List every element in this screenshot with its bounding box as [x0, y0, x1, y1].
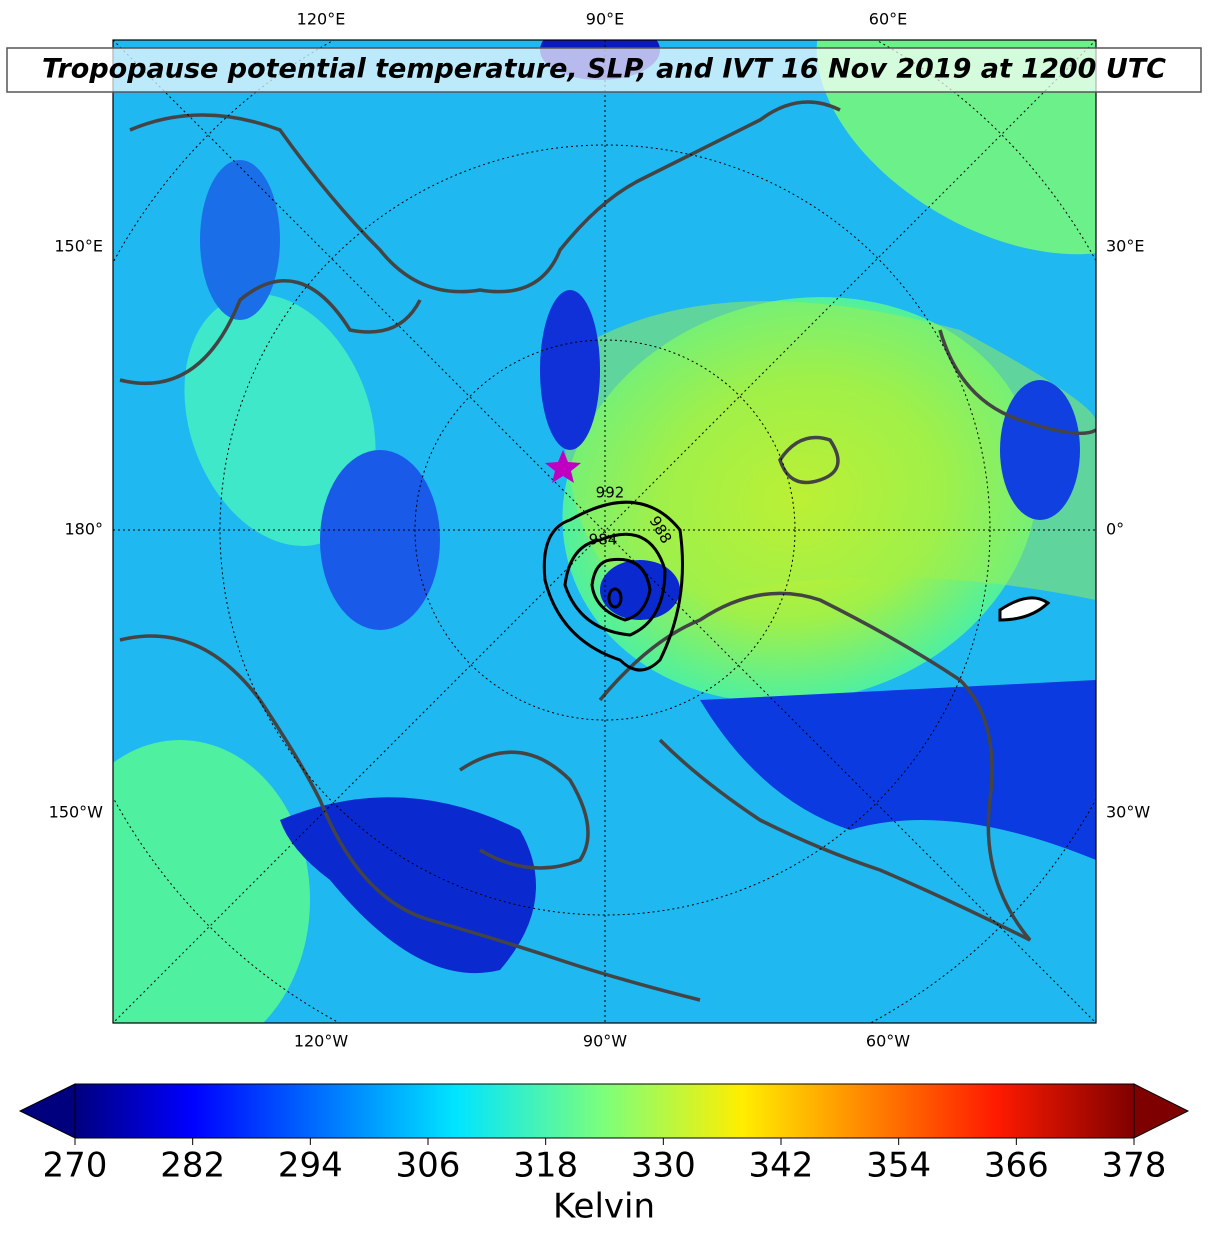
lat-label: 0°: [1106, 520, 1124, 539]
map-frame: [112, 39, 1097, 1024]
colorbar-tick-label: 306: [396, 1146, 461, 1186]
lon-label: 60°E: [869, 10, 907, 29]
colorbar-tick-label: 318: [513, 1146, 578, 1186]
lat-label: 150°E: [54, 237, 103, 256]
chart-title: Tropopause potential temperature, SLP, a…: [42, 54, 1166, 85]
colorbar-tick-label: 294: [278, 1146, 343, 1186]
colorbar-tick-label: 366: [984, 1146, 1049, 1186]
contour-label: 984: [589, 531, 618, 549]
contour-label: 992: [596, 484, 625, 502]
colorbar-tick-label: 282: [160, 1146, 225, 1186]
colorbar-tick-label: 342: [749, 1146, 814, 1186]
colorbar-tick-label: 330: [631, 1146, 696, 1186]
colorbar-tick-label: 270: [43, 1146, 108, 1186]
lon-label: 120°W: [294, 1032, 349, 1051]
lon-label: 90°W: [583, 1032, 627, 1051]
lat-label: 150°W: [49, 803, 104, 822]
colorbar: 270 282 294 306 318 330 342 354 366 378 Kelvin: [18, 1083, 1190, 1227]
colorbar-tick-label: 354: [866, 1146, 931, 1186]
lat-label: 30°E: [1106, 237, 1144, 256]
lon-label: 120°E: [297, 10, 346, 29]
colorbar-label: Kelvin: [553, 1187, 655, 1227]
lon-label: 60°W: [866, 1032, 910, 1051]
title-box: [6, 47, 1202, 93]
map-labels: 120°E 90°E 60°E 120°W 90°W 60°W 150°E 180° 150°W…: [49, 10, 1151, 1051]
lat-label: 30°W: [1106, 803, 1150, 822]
colorbar-tick-label: 378: [1102, 1146, 1167, 1186]
lat-label: 180°: [64, 520, 103, 539]
lon-label: 90°E: [586, 10, 624, 29]
map-field: [113, 40, 1096, 1023]
colorbar-bar: [74, 1083, 1135, 1139]
